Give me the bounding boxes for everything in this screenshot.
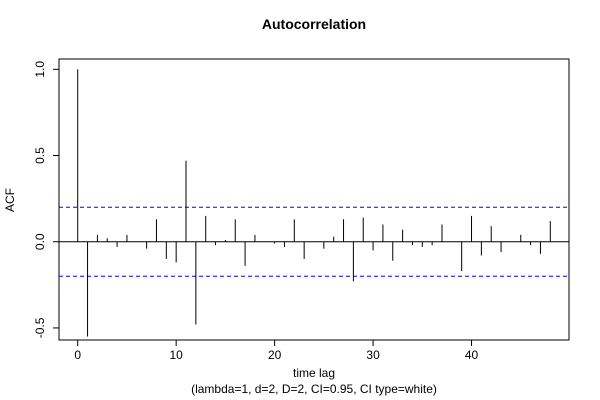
x-axis-subtitle: (lambda=1, d=2, D=2, CI=0.95, CI type=wh…	[191, 382, 437, 396]
chart-title: Autocorrelation	[262, 16, 366, 32]
acf-spikes	[77, 69, 551, 337]
x-tick-label: 30	[366, 348, 380, 362]
y-tick-label: -0.5	[33, 317, 47, 338]
plot-frame	[58, 58, 570, 341]
x-tick-label: 10	[169, 348, 183, 362]
x-axis: 0 10 20 30 40	[74, 340, 479, 362]
y-tick-label: 0.5	[33, 147, 47, 164]
y-axis: -0.5 0.0 0.5 1.0	[33, 61, 59, 338]
x-axis-label: time lag	[293, 366, 335, 380]
confidence-bands	[59, 206, 569, 277]
x-tick-label: 20	[268, 348, 282, 362]
x-tick-label: 0	[74, 348, 81, 362]
x-tick-label: 40	[465, 348, 479, 362]
y-tick-label: 1.0	[33, 61, 47, 78]
y-axis-label: ACF	[3, 188, 17, 212]
y-tick-label: 0.0	[33, 233, 47, 250]
